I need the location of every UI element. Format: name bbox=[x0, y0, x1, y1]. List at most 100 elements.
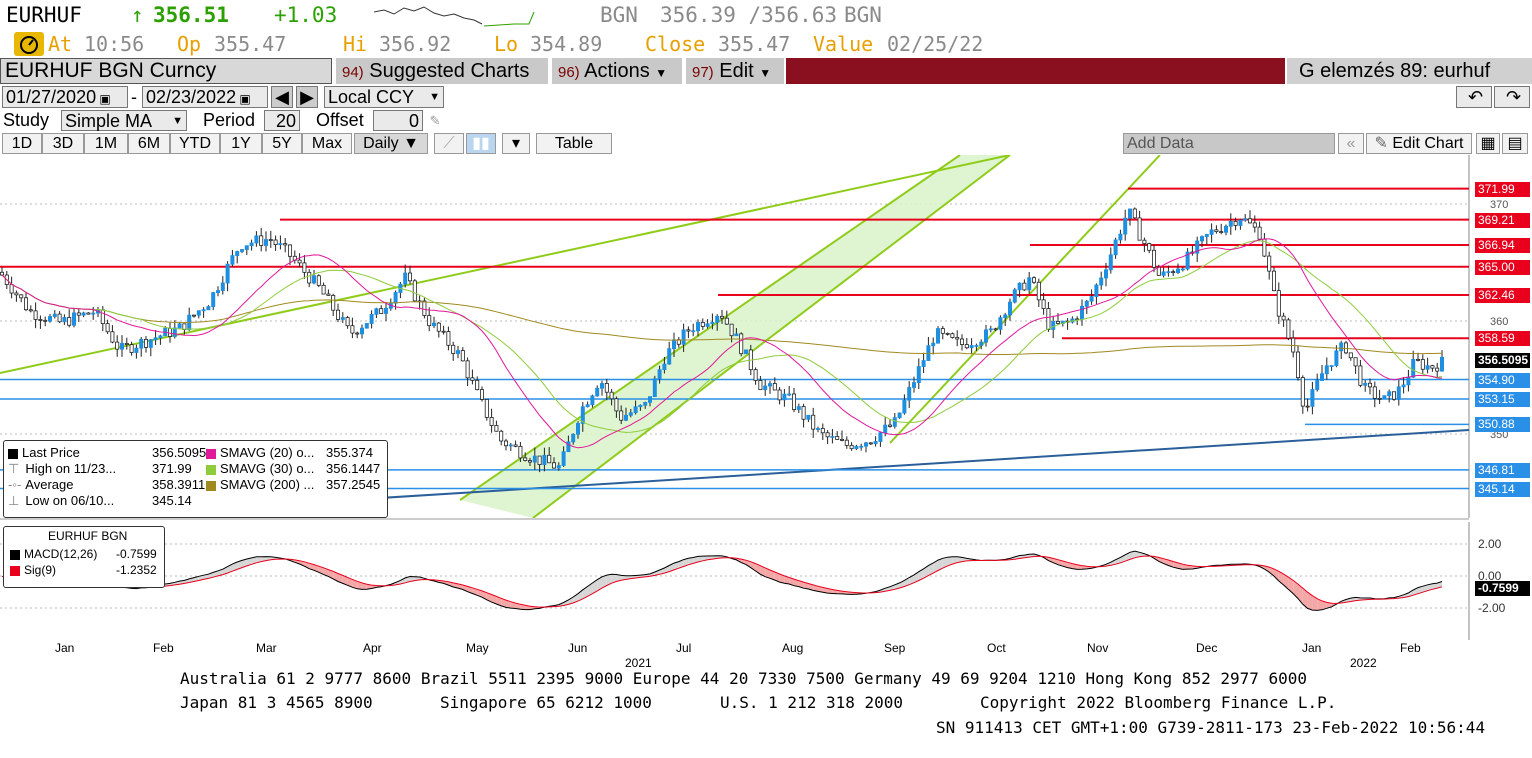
edit-menu[interactable]: 97) Edit ▼ bbox=[686, 58, 784, 84]
candle bbox=[1022, 282, 1027, 291]
macd-chart[interactable]: 2.00 0.00 -2.00 bbox=[0, 522, 1532, 640]
candle bbox=[0, 271, 4, 276]
settings-icon[interactable]: ▦ bbox=[1476, 133, 1500, 154]
currency-select[interactable]: Local CCY ▼ bbox=[324, 86, 444, 108]
candle bbox=[134, 347, 139, 353]
macd-fill-segment bbox=[352, 579, 358, 589]
candle bbox=[239, 249, 244, 252]
add-data-button[interactable]: Add Data bbox=[1123, 133, 1335, 154]
line-chart-icon[interactable]: ⟋ bbox=[434, 133, 464, 154]
suggested-charts-menu[interactable]: 94) Suggested Charts bbox=[336, 58, 548, 84]
price-level-label: 350.88 bbox=[1475, 417, 1530, 433]
candle bbox=[287, 244, 292, 257]
macd-fill-segment bbox=[520, 604, 526, 610]
candle bbox=[38, 319, 43, 321]
date-to-input[interactable]: 02/23/2022 ▣ bbox=[142, 86, 268, 108]
candle bbox=[148, 339, 153, 348]
macd-fill-segment bbox=[1062, 560, 1068, 568]
legend-average-value: 358.3911 bbox=[152, 477, 206, 492]
candle bbox=[340, 317, 345, 320]
actions-menu[interactable]: 96) Actions ▼ bbox=[552, 58, 682, 84]
candle bbox=[1329, 365, 1334, 367]
candle bbox=[1286, 319, 1291, 339]
candle bbox=[427, 315, 432, 327]
redo-button[interactable]: ↷ bbox=[1494, 86, 1530, 108]
x-tick-month: Feb bbox=[1400, 641, 1421, 655]
x-tick-month: Feb bbox=[153, 641, 174, 655]
price-chart[interactable]: 370 360 350 bbox=[0, 155, 1532, 518]
candle bbox=[940, 328, 945, 334]
candle bbox=[1036, 281, 1041, 301]
candle bbox=[686, 329, 691, 332]
prev-period-button[interactable]: ◀ bbox=[271, 86, 293, 108]
period-label: Period bbox=[203, 110, 256, 130]
undo-button[interactable]: ↶ bbox=[1456, 86, 1492, 108]
candle bbox=[1382, 395, 1387, 400]
chart-type-dropdown[interactable]: ▾ bbox=[502, 133, 530, 154]
candle bbox=[820, 428, 825, 434]
legend-last-price-label: Last Price bbox=[22, 445, 80, 460]
macd-fill-segment bbox=[770, 569, 775, 581]
legend-last-price: Last Price bbox=[8, 445, 80, 461]
tab-1y[interactable]: 1Y bbox=[220, 133, 262, 154]
tab-1m[interactable]: 1M bbox=[84, 133, 128, 154]
edit-chart-button[interactable]: ✎ Edit Chart bbox=[1366, 133, 1472, 154]
candle bbox=[1401, 384, 1406, 388]
candle bbox=[278, 243, 283, 246]
macd-fill-segment bbox=[957, 556, 962, 563]
source-bgn: BGN bbox=[600, 3, 638, 27]
candle bbox=[537, 455, 542, 466]
candle bbox=[830, 436, 835, 438]
candle bbox=[249, 242, 254, 247]
suggested-num: 94) bbox=[342, 64, 364, 81]
pencil-icon[interactable]: ✎ bbox=[430, 110, 440, 129]
candle bbox=[576, 423, 581, 435]
macd-fill-segment bbox=[410, 576, 415, 582]
candle bbox=[1315, 380, 1320, 390]
candle bbox=[14, 292, 19, 296]
tab-6m[interactable]: 6M bbox=[128, 133, 170, 154]
candle bbox=[1344, 342, 1349, 354]
candle bbox=[758, 380, 763, 391]
macd-fill-segment bbox=[942, 557, 948, 569]
x-tick-month: Nov bbox=[1087, 641, 1109, 655]
x-tick-month: Dec bbox=[1196, 641, 1218, 655]
period-input[interactable]: 20 bbox=[264, 110, 300, 131]
candle bbox=[1339, 342, 1344, 352]
table-button[interactable]: Table bbox=[536, 133, 612, 154]
date-from-input[interactable]: 01/27/2020 ▣ bbox=[2, 86, 128, 108]
candle bbox=[571, 433, 576, 443]
collapse-icon[interactable]: « bbox=[1338, 133, 1364, 154]
tab-ytd[interactable]: YTD bbox=[170, 133, 220, 154]
close-label: Close bbox=[645, 32, 706, 56]
tab-5y[interactable]: 5Y bbox=[262, 133, 302, 154]
candle bbox=[859, 445, 864, 448]
candle bbox=[1142, 239, 1147, 244]
candle bbox=[369, 313, 374, 324]
macd-fill-segment bbox=[237, 560, 242, 570]
macd-tick-0: 0.00 bbox=[1478, 569, 1502, 583]
interval-select[interactable]: Daily ▼ bbox=[354, 133, 428, 154]
study-select[interactable]: Simple MA ▼ bbox=[61, 110, 187, 131]
pane-divider[interactable] bbox=[0, 518, 1469, 520]
tab-1d[interactable]: 1D bbox=[2, 133, 42, 154]
macd-fill-segment bbox=[938, 558, 943, 571]
candle bbox=[1416, 358, 1421, 361]
gauge-icon[interactable] bbox=[14, 32, 44, 56]
value-date: 02/25/22 bbox=[887, 32, 984, 56]
footer-copyright: Copyright 2022 Bloomberg Finance L.P. bbox=[980, 693, 1337, 712]
candle bbox=[1185, 251, 1190, 270]
tab-3d[interactable]: 3D bbox=[42, 133, 84, 154]
legend-sma20-value: 355.374 bbox=[326, 445, 373, 460]
security-name[interactable]: EURHUF BGN Curncy bbox=[0, 58, 332, 84]
layout-icon[interactable]: ▤ bbox=[1502, 133, 1528, 154]
offset-input[interactable]: 0 bbox=[373, 110, 423, 131]
candle bbox=[220, 282, 225, 291]
trend-blue-support bbox=[379, 429, 1470, 499]
candle bbox=[1104, 269, 1109, 279]
candle bbox=[1228, 220, 1233, 227]
macd-fill-segment bbox=[1178, 562, 1183, 570]
candle-chart-icon[interactable]: ▮▮ bbox=[466, 133, 496, 154]
tab-max[interactable]: Max bbox=[302, 133, 352, 154]
next-period-button[interactable]: ▶ bbox=[296, 86, 318, 108]
